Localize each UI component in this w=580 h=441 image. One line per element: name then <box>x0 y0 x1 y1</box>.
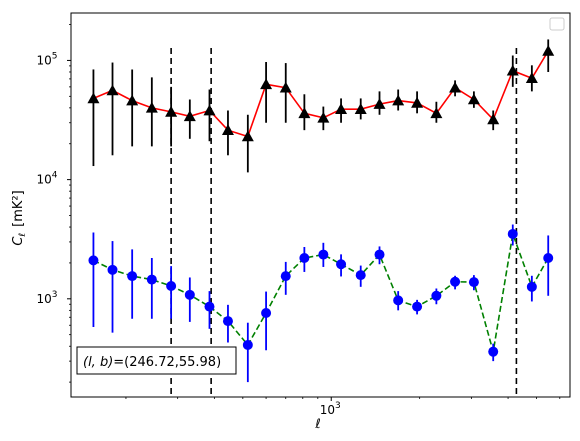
series-1-line <box>93 50 549 138</box>
series-2-point <box>88 255 99 266</box>
series-1-point <box>354 103 367 114</box>
series-2-point <box>431 290 442 301</box>
axis-ticks: 103 103 104 105 <box>36 24 561 417</box>
series-1-point <box>335 103 348 114</box>
series-2-point <box>261 308 272 319</box>
series-1-point <box>487 113 500 125</box>
y-axis-label-main: C <box>11 236 26 246</box>
series-1-point <box>411 96 424 108</box>
series-1 <box>87 39 555 173</box>
series-1-point <box>203 104 216 116</box>
series-1-point <box>449 81 462 93</box>
series-2-point <box>146 274 157 285</box>
series-2-point <box>184 289 195 300</box>
y-tick-label-1: 103 <box>36 290 57 306</box>
series-1-point <box>87 92 100 104</box>
series-2-point <box>543 252 554 263</box>
annotation-box <box>76 346 237 375</box>
series-2 <box>88 224 554 383</box>
series-1-point <box>392 94 405 106</box>
series-layer <box>87 39 555 383</box>
x-axis-label: ℓ <box>314 417 320 432</box>
annotation-lhs: (l, b) <box>83 355 113 370</box>
series-1-point <box>317 111 330 123</box>
series-2-point <box>127 271 138 282</box>
series-2-point <box>507 228 518 239</box>
y-tick-label-2: 104 <box>36 171 57 187</box>
series-1-point <box>542 44 555 56</box>
annotation: (l, b)=(246.72,55.98) <box>76 346 237 375</box>
series-2-point <box>393 295 404 306</box>
series-2-point <box>280 271 291 282</box>
series-1-point <box>467 93 480 105</box>
series-1-point <box>506 64 519 76</box>
series-1-point <box>221 124 234 135</box>
series-1-point <box>241 130 254 142</box>
series-2-point <box>299 252 310 263</box>
series-2-point <box>355 270 366 281</box>
annotation-text: (l, b)=(246.72,55.98) <box>83 355 221 370</box>
series-2-point <box>488 346 499 357</box>
vertical-reference-lines <box>170 48 518 397</box>
series-2-point <box>318 249 329 260</box>
series-1-point <box>165 105 178 117</box>
y-axis-label: Cℓ [mK²] <box>11 190 28 245</box>
series-1-point <box>260 78 273 90</box>
series-2-point <box>468 277 479 288</box>
series-2-point <box>107 264 118 275</box>
y-axis-label-sub: ℓ <box>18 233 28 238</box>
series-2-point <box>166 281 177 292</box>
series-1-point <box>279 81 292 93</box>
series-2-point <box>526 281 537 292</box>
series-1-point <box>145 101 158 113</box>
series-2-point <box>336 259 347 270</box>
series-2-point <box>374 249 385 260</box>
series-1-point <box>298 107 311 119</box>
series-2-point <box>450 276 461 287</box>
series-2-point <box>204 301 215 312</box>
series-2-point <box>242 339 253 350</box>
series-1-point <box>106 84 119 96</box>
y-tick-label-3: 105 <box>36 51 57 67</box>
series-1-point <box>373 98 386 109</box>
series-1-point <box>183 110 196 122</box>
y-axis-label-unit: [mK²] <box>11 190 26 227</box>
series-1-point <box>525 72 538 83</box>
series-2-point <box>222 316 233 327</box>
annotation-rhs: =(246.72,55.98) <box>113 355 221 370</box>
series-1-point <box>430 107 443 119</box>
plot-frame <box>70 12 571 398</box>
x-tick-label-1: 103 <box>320 401 341 417</box>
legend-box <box>549 17 565 31</box>
series-2-point <box>412 301 423 312</box>
series-1-point <box>126 94 139 106</box>
